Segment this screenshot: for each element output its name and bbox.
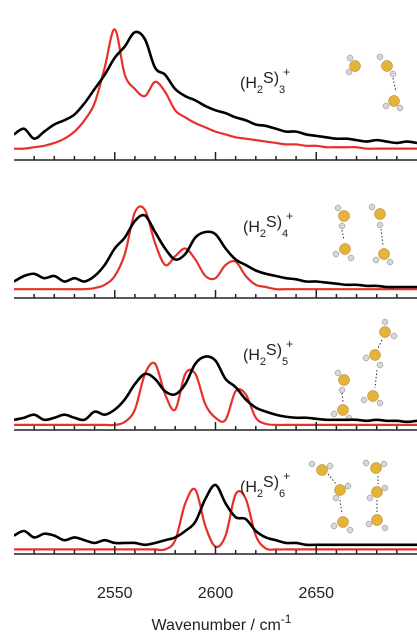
x-axis-label: Wavenumber / cm-1	[152, 612, 292, 634]
label-part: S)	[266, 214, 282, 231]
spectrum-line	[14, 28, 417, 150]
spectrum-line	[14, 355, 417, 424]
label-part: 2	[257, 84, 263, 96]
panel	[14, 28, 417, 150]
label-part: 3	[279, 84, 285, 96]
x-label-text: Wavenumber / cm	[152, 617, 281, 634]
panel-label: (H2S)3 +	[240, 65, 290, 96]
label-part: +	[286, 337, 293, 351]
label-part: (H	[243, 347, 260, 364]
label-part: (H	[240, 479, 257, 496]
spectrum-line	[14, 213, 417, 289]
label-part: 4	[282, 228, 288, 240]
label-part: (H	[240, 75, 257, 92]
spectrum-line	[14, 361, 417, 427]
panel	[14, 483, 417, 552]
label-part: 2	[260, 356, 266, 368]
x-tick-label: 2600	[198, 585, 234, 602]
spectrum-line	[14, 487, 417, 552]
panel-label: (H2S)6 +	[240, 469, 290, 500]
panel-label: (H2S)4 +	[243, 209, 293, 240]
x-tick-label: 2650	[298, 585, 334, 602]
panel	[14, 205, 417, 291]
label-part: (H	[243, 219, 260, 236]
panel	[14, 355, 417, 427]
label-part: 6	[279, 488, 285, 500]
x-tick-label: 2550	[97, 585, 133, 602]
spectrum-line	[14, 205, 417, 291]
label-part: S)	[263, 474, 279, 491]
label-part: 2	[257, 488, 263, 500]
panel-label: (H2S)5 +	[243, 337, 293, 368]
spectrum-line	[14, 483, 417, 547]
label-part: +	[283, 469, 290, 483]
label-part: 2	[260, 228, 266, 240]
label-part: 5	[282, 356, 288, 368]
molecule-icons	[308, 53, 404, 534]
x-label-sup: -1	[281, 612, 292, 626]
label-part: S)	[266, 342, 282, 359]
label-part: +	[283, 65, 290, 79]
label-part: S)	[263, 70, 279, 87]
spectrum-line	[14, 30, 417, 145]
label-part: +	[286, 209, 293, 223]
